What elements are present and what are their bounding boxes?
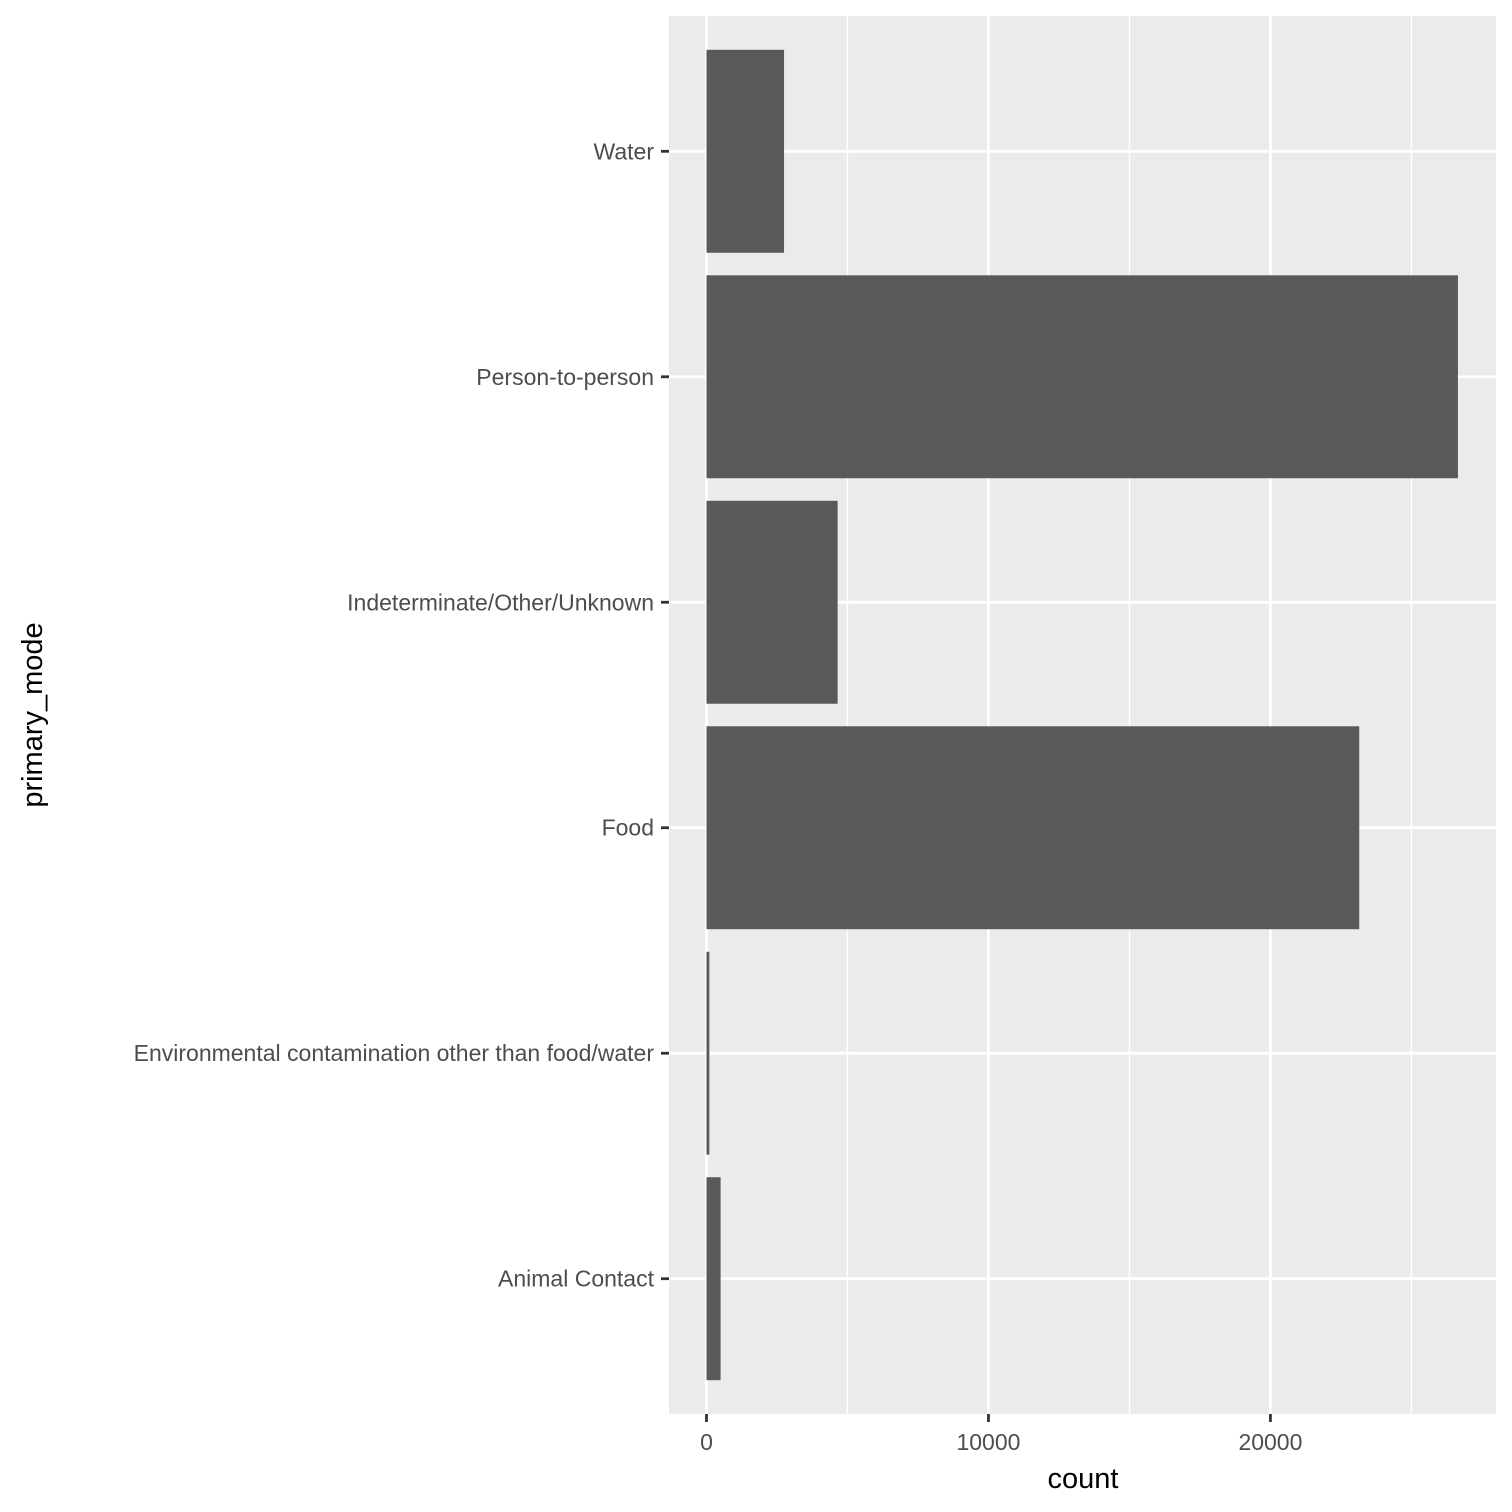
bar (706, 951, 710, 1155)
x-axis-title: count (1048, 1463, 1119, 1495)
y-tick-label: Food (602, 815, 654, 841)
minor-gridlines (846, 16, 1413, 1414)
y-axis-ticks: Animal Contact Environmental contaminatio… (134, 138, 669, 1292)
y-tick-label: Animal Contact (498, 1266, 655, 1292)
bar (706, 275, 1458, 479)
y-tick-label: Person-to-person (476, 364, 654, 390)
bars (706, 49, 1458, 1381)
bar (706, 726, 1360, 930)
x-tick-label: 20000 (1238, 1429, 1302, 1455)
y-axis-title: primary_mode (17, 622, 49, 807)
bar (706, 1177, 721, 1381)
x-axis-ticks: 0 10000 20000 (700, 1414, 1302, 1455)
bar (706, 500, 838, 704)
y-tick-label: Environmental contamination other than f… (134, 1040, 655, 1066)
x-tick-label: 0 (700, 1429, 713, 1455)
y-tick-label: Water (594, 138, 655, 164)
plot-panel (669, 16, 1496, 1414)
y-tick-label: Indeterminate/Other/Unknown (347, 589, 654, 615)
bar (706, 49, 785, 253)
x-tick-label: 10000 (956, 1429, 1020, 1455)
